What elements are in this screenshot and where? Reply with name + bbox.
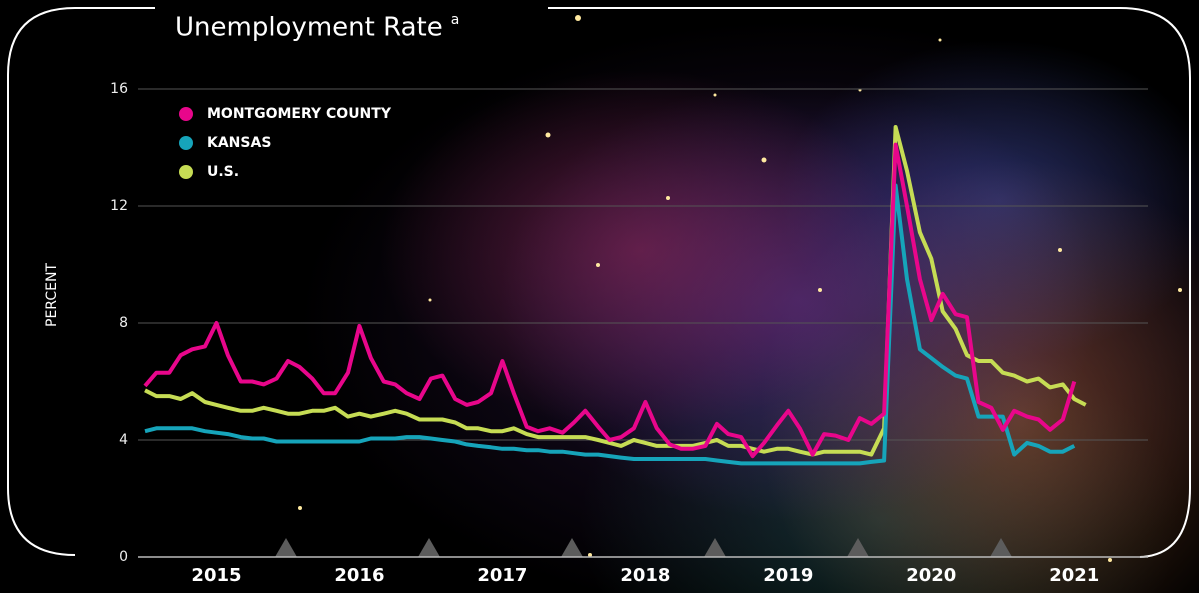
x-tick-label: 2020: [906, 565, 956, 586]
x-tick-label: 2021: [1049, 565, 1099, 586]
legend-marker: [179, 136, 193, 150]
x-tick-label: 2015: [191, 565, 241, 586]
y-tick-label: 16: [110, 81, 128, 97]
legend-marker: [179, 165, 193, 179]
legend-marker: [179, 107, 193, 121]
page: Unemployment Rate a PERCENT 0 4 8 12 16 2015 2…: [0, 0, 1199, 593]
y-tick-label: 0: [119, 549, 128, 565]
series-line: [145, 186, 1074, 464]
frame: [548, 8, 1190, 557]
y-tick-label: 4: [119, 432, 128, 448]
x-tick-label: 2019: [763, 565, 813, 586]
legend-label: KANSAS: [207, 135, 271, 151]
x-tick-label: 2016: [334, 565, 384, 586]
stars: [298, 15, 1182, 562]
series-line: [145, 145, 1074, 457]
y-tick-label: 8: [119, 315, 128, 331]
legend-label: MONTGOMERY COUNTY: [207, 106, 392, 122]
chart-title: Unemployment Rate: [175, 13, 443, 43]
series-line: [145, 127, 1086, 455]
x-tick-label: 2018: [620, 565, 670, 586]
year-markers: [275, 538, 1012, 557]
y-tick-label: 12: [110, 198, 128, 214]
chart: Unemployment Rate a PERCENT 0 4 8 12 16 2015 2…: [0, 0, 1199, 593]
legend-label: U.S.: [207, 164, 239, 180]
frame: [8, 8, 155, 555]
title-note: a: [451, 12, 460, 28]
y-axis-label: PERCENT: [44, 263, 60, 327]
x-tick-label: 2017: [477, 565, 527, 586]
